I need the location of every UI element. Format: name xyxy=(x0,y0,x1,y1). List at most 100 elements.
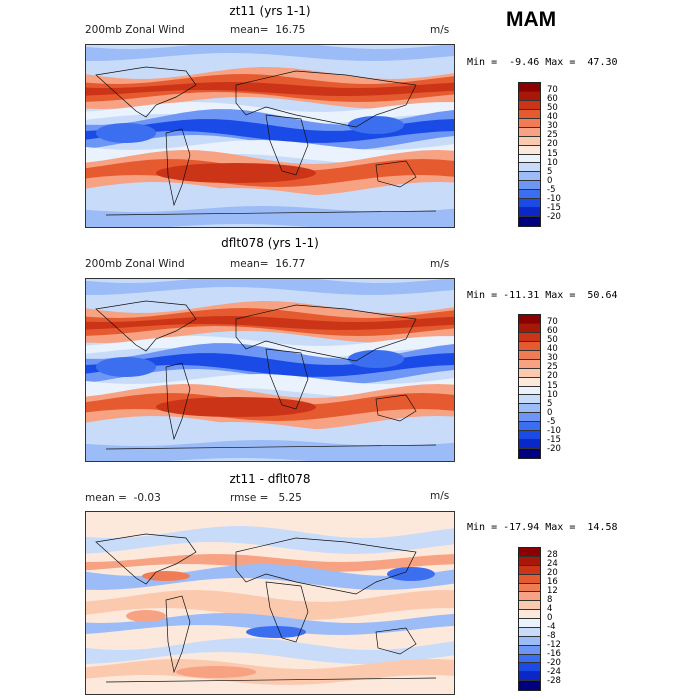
panel-3-colorbar xyxy=(518,547,541,691)
colorbar-swatch xyxy=(519,154,540,164)
field-blob xyxy=(348,350,404,368)
colorbar-swatch xyxy=(519,404,540,414)
field-blob xyxy=(126,610,166,622)
field-band xyxy=(86,613,454,635)
field-band xyxy=(86,526,454,554)
field-band xyxy=(86,422,454,446)
coastline xyxy=(105,444,437,450)
colorbar-swatch xyxy=(519,413,540,423)
colorbar-swatch xyxy=(519,583,540,593)
field-blob xyxy=(246,626,306,638)
field-band xyxy=(86,206,454,227)
field-blob xyxy=(142,571,190,581)
panel-1-minmax: Min = -9.46 Max = 47.30 xyxy=(467,57,618,68)
colorbar-tick-label: 30 xyxy=(547,353,558,364)
colorbar-swatch xyxy=(519,601,540,611)
field-band xyxy=(86,279,454,295)
panel-1-title: zt11 (yrs 1-1) xyxy=(229,4,311,18)
colorbar-swatch xyxy=(519,386,540,396)
colorbar-swatch xyxy=(519,619,540,628)
colorbar-tick-label: 50 xyxy=(547,335,558,346)
colorbar-swatch xyxy=(519,663,540,673)
field-band xyxy=(86,82,454,96)
field-band xyxy=(86,374,454,398)
colorbar-tick-label: -10 xyxy=(547,425,561,436)
colorbar-swatch xyxy=(519,323,540,333)
coastline xyxy=(105,677,437,683)
colorbar-swatch xyxy=(519,217,540,226)
field-band xyxy=(86,119,454,143)
field-band xyxy=(86,659,454,685)
colorbar-swatch xyxy=(519,145,540,155)
colorbar-tick-label: 40 xyxy=(547,344,558,355)
field-blob xyxy=(96,357,156,377)
colorbar-tick-label: 25 xyxy=(547,362,558,373)
coastline xyxy=(165,362,191,441)
colorbar-swatch xyxy=(519,181,540,191)
colorbar-tick-label: 15 xyxy=(547,380,558,391)
colorbar-swatch xyxy=(519,100,540,110)
colorbar-tick-label: 0 xyxy=(547,175,553,186)
colorbar-tick-label: 10 xyxy=(547,389,558,400)
panel-1-colorbar xyxy=(518,82,541,227)
colorbar-tick-label: 25 xyxy=(547,130,558,141)
colorbar-tick-label: 20 xyxy=(547,139,558,150)
colorbar-tick-label: 20 xyxy=(547,568,558,578)
colorbar-swatch xyxy=(519,350,540,360)
colorbar-swatch xyxy=(519,431,540,441)
field-band xyxy=(86,140,454,164)
colorbar-tick-label: 70 xyxy=(547,317,558,328)
colorbar-swatch xyxy=(519,332,540,342)
field-blob xyxy=(176,666,256,678)
panel-1-variable: 200mb Zonal Wind xyxy=(85,24,185,36)
panel-1-units: m/s xyxy=(430,24,450,36)
colorbar-swatch xyxy=(519,359,540,369)
panel-3-rmse: rmse = 5.25 xyxy=(230,492,302,504)
field-band xyxy=(86,638,454,664)
panel-1-map xyxy=(85,44,455,228)
coastline xyxy=(235,537,417,595)
colorbar-tick-label: 16 xyxy=(547,577,558,587)
colorbar-tick-label: 50 xyxy=(547,103,558,114)
colorbar-tick-label: -20 xyxy=(547,443,561,454)
colorbar-swatch xyxy=(519,172,540,182)
colorbar-tick-label: -20 xyxy=(547,658,561,668)
coastline xyxy=(95,300,197,352)
colorbar-tick-label: 8 xyxy=(547,595,553,605)
field-blob xyxy=(156,163,316,183)
colorbar-swatch xyxy=(519,556,540,566)
colorbar-tick-label: 60 xyxy=(547,94,558,105)
coastline xyxy=(375,627,417,655)
colorbar-tick-label: 0 xyxy=(547,407,553,418)
coastline xyxy=(105,210,437,216)
colorbar-swatch xyxy=(519,83,540,92)
colorbar-tick-label: -15 xyxy=(547,434,561,445)
panel-2-minmax: Min = -11.31 Max = 50.64 xyxy=(467,290,618,301)
field-blob xyxy=(387,567,435,581)
colorbar-swatch xyxy=(519,395,540,405)
colorbar-tick-label: -5 xyxy=(547,184,556,195)
colorbar-tick-label: 60 xyxy=(547,326,558,337)
coastline xyxy=(235,70,417,128)
colorbar-swatch xyxy=(519,315,540,324)
panel-3-title: zt11 - dflt078 xyxy=(229,472,311,486)
coastline xyxy=(265,348,309,410)
colorbar-tick-label: -28 xyxy=(547,676,561,686)
colorbar-swatch xyxy=(519,136,540,146)
panel-2-units: m/s xyxy=(430,258,450,270)
colorbar-swatch xyxy=(519,681,540,690)
colorbar-swatch xyxy=(519,449,540,458)
colorbar-tick-label: 5 xyxy=(547,398,553,409)
colorbar-swatch xyxy=(519,654,540,664)
coastline xyxy=(165,128,191,207)
field-band xyxy=(86,564,454,590)
colorbar-swatch xyxy=(519,118,540,128)
colorbar-tick-label: 0 xyxy=(547,613,553,623)
panel-1-mean: mean= 16.75 xyxy=(230,24,306,36)
colorbar-swatch xyxy=(519,91,540,101)
field-band xyxy=(86,316,454,330)
panel-3-minmax: Min = -17.94 Max = 14.58 xyxy=(467,522,618,533)
colorbar-tick-label: 28 xyxy=(547,550,558,560)
coastline xyxy=(375,394,417,422)
panel-2-map xyxy=(85,278,455,462)
